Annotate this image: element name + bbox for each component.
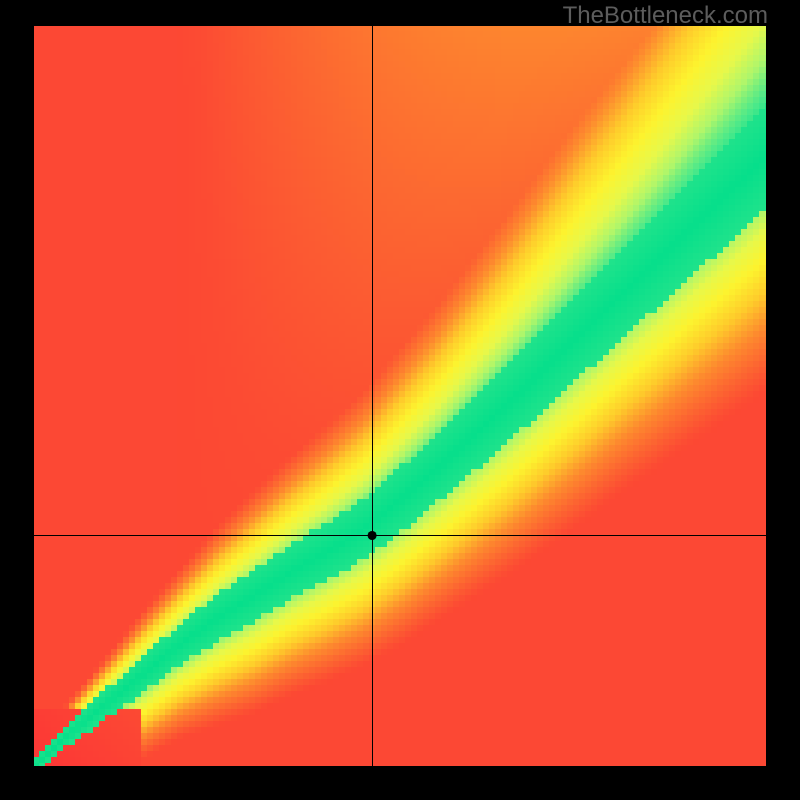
chart-container: TheBottleneck.com bbox=[0, 0, 800, 800]
heatmap-canvas bbox=[0, 0, 800, 800]
watermark-text: TheBottleneck.com bbox=[563, 2, 768, 30]
